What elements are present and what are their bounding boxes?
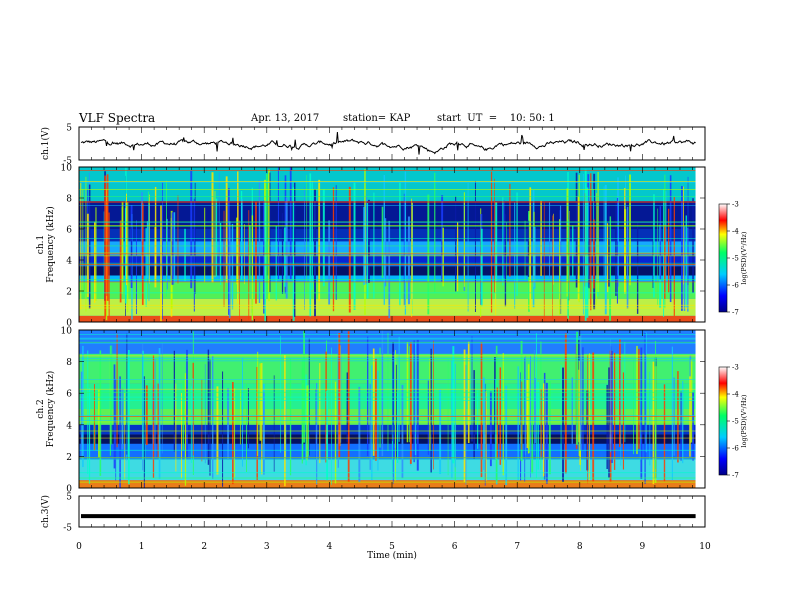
- colorbar-2-tick-label: -3: [732, 364, 739, 372]
- x-tick-label: 7: [514, 542, 520, 552]
- spectrogram-2-empty: [695, 330, 705, 488]
- x-axis-label: Time (min): [367, 550, 417, 561]
- figure-title: VLF Spectra: [79, 111, 156, 125]
- x-tick-label: 10: [699, 542, 711, 552]
- spectrogram-1-band-5: [79, 255, 696, 267]
- colorbar-1-tick-label: -6: [732, 282, 739, 290]
- panel-1-y-tick-label: 0: [66, 319, 72, 329]
- panel-1-y-tick-label: 10: [61, 164, 73, 174]
- colorbar-2-tick-label: -5: [732, 418, 739, 426]
- colorbar-2-tick-label: -4: [732, 391, 739, 399]
- spectrogram-1-band-3: [79, 275, 696, 282]
- panel-2-y-tick-label: 0: [66, 485, 72, 495]
- colorbar-2-tick-label: -6: [732, 445, 739, 453]
- colorbar-2: [718, 366, 728, 476]
- colorbar-1-tick-label: -4: [732, 228, 739, 236]
- x-tick-label: 8: [577, 542, 583, 552]
- x-tick-label: 3: [264, 542, 270, 552]
- x-tick-label: 9: [640, 542, 646, 552]
- x-tick-label: 0: [76, 542, 82, 552]
- panel-3-y-tick-label: 5: [66, 493, 72, 503]
- colorbar-1-tick-label: -3: [732, 201, 739, 209]
- x-tick-label: 4: [327, 542, 333, 552]
- spectrogram-2-band-6: [79, 383, 696, 409]
- panel-1-y-label: Frequency (kHz): [45, 206, 56, 283]
- panel-2-y-tick-label: 6: [66, 390, 72, 400]
- panel-2-y-tick-label: 2: [66, 453, 72, 463]
- panel-0-y-tick-label: -5: [63, 157, 72, 167]
- spectrogram-2-band-8: [79, 330, 696, 354]
- spectrogram-2-band-4: [79, 424, 696, 435]
- ch1-trace: [80, 132, 696, 155]
- x-tick-label: 6: [452, 542, 458, 552]
- panel-2-y-tick-label: 8: [66, 358, 72, 368]
- panel-0-y-label: ch.1(V): [40, 127, 51, 160]
- spectrogram-1-empty: [695, 167, 705, 322]
- spectrogram-2-band-5: [79, 409, 696, 425]
- start-time-label: start UT = 10: 50: 1: [437, 113, 555, 124]
- x-tick-label: 5: [389, 542, 395, 552]
- x-tick-label: 1: [139, 542, 145, 552]
- spectrogram-2-band-3: [79, 434, 696, 444]
- spectrogram-1-band-8: [79, 201, 696, 229]
- panel-1-y-tick-label: 4: [66, 257, 72, 267]
- colorbar-1: [718, 203, 728, 313]
- panel-2-y-tick-label: 4: [66, 421, 72, 431]
- colorbar-1-tick-label: -5: [732, 255, 739, 263]
- spectrogram-1-band-0: [79, 315, 696, 322]
- panel-0-y-tick-label: 5: [66, 124, 72, 134]
- spectrogram-2-band-1: [79, 459, 696, 481]
- x-tick-label: 2: [201, 542, 207, 552]
- spectrogram-1-band-4: [79, 266, 696, 276]
- colorbar-1-label: log(PSD)(V²/Hz): [740, 231, 748, 284]
- panel-3-y-label: ch.3(V): [40, 495, 51, 528]
- spectrogram-1-band-9: [79, 167, 696, 202]
- panel-2-y-label: Frequency (kHz): [45, 371, 56, 448]
- colorbar-2-label: log(PSD)(V²/Hz): [740, 394, 748, 447]
- date-label: Apr. 13, 2017: [251, 113, 320, 124]
- colorbar-2-tick-label: -7: [732, 472, 739, 480]
- panel-2-y-tick-label: 10: [61, 327, 73, 337]
- colorbar-1-tick-label: -7: [732, 309, 739, 317]
- panel-2-y-label: ch.2: [36, 399, 46, 418]
- panel-1-y-label: ch.1: [36, 235, 46, 254]
- panel-1-y-tick-label: 8: [66, 195, 72, 205]
- panel-1-y-tick-label: 2: [66, 288, 72, 298]
- panel-3-y-tick-label: -5: [63, 524, 72, 534]
- spectrogram-2-band-0: [79, 480, 696, 488]
- station-label: station= KAP: [343, 113, 411, 124]
- panel-1-y-tick-label: 6: [66, 226, 72, 236]
